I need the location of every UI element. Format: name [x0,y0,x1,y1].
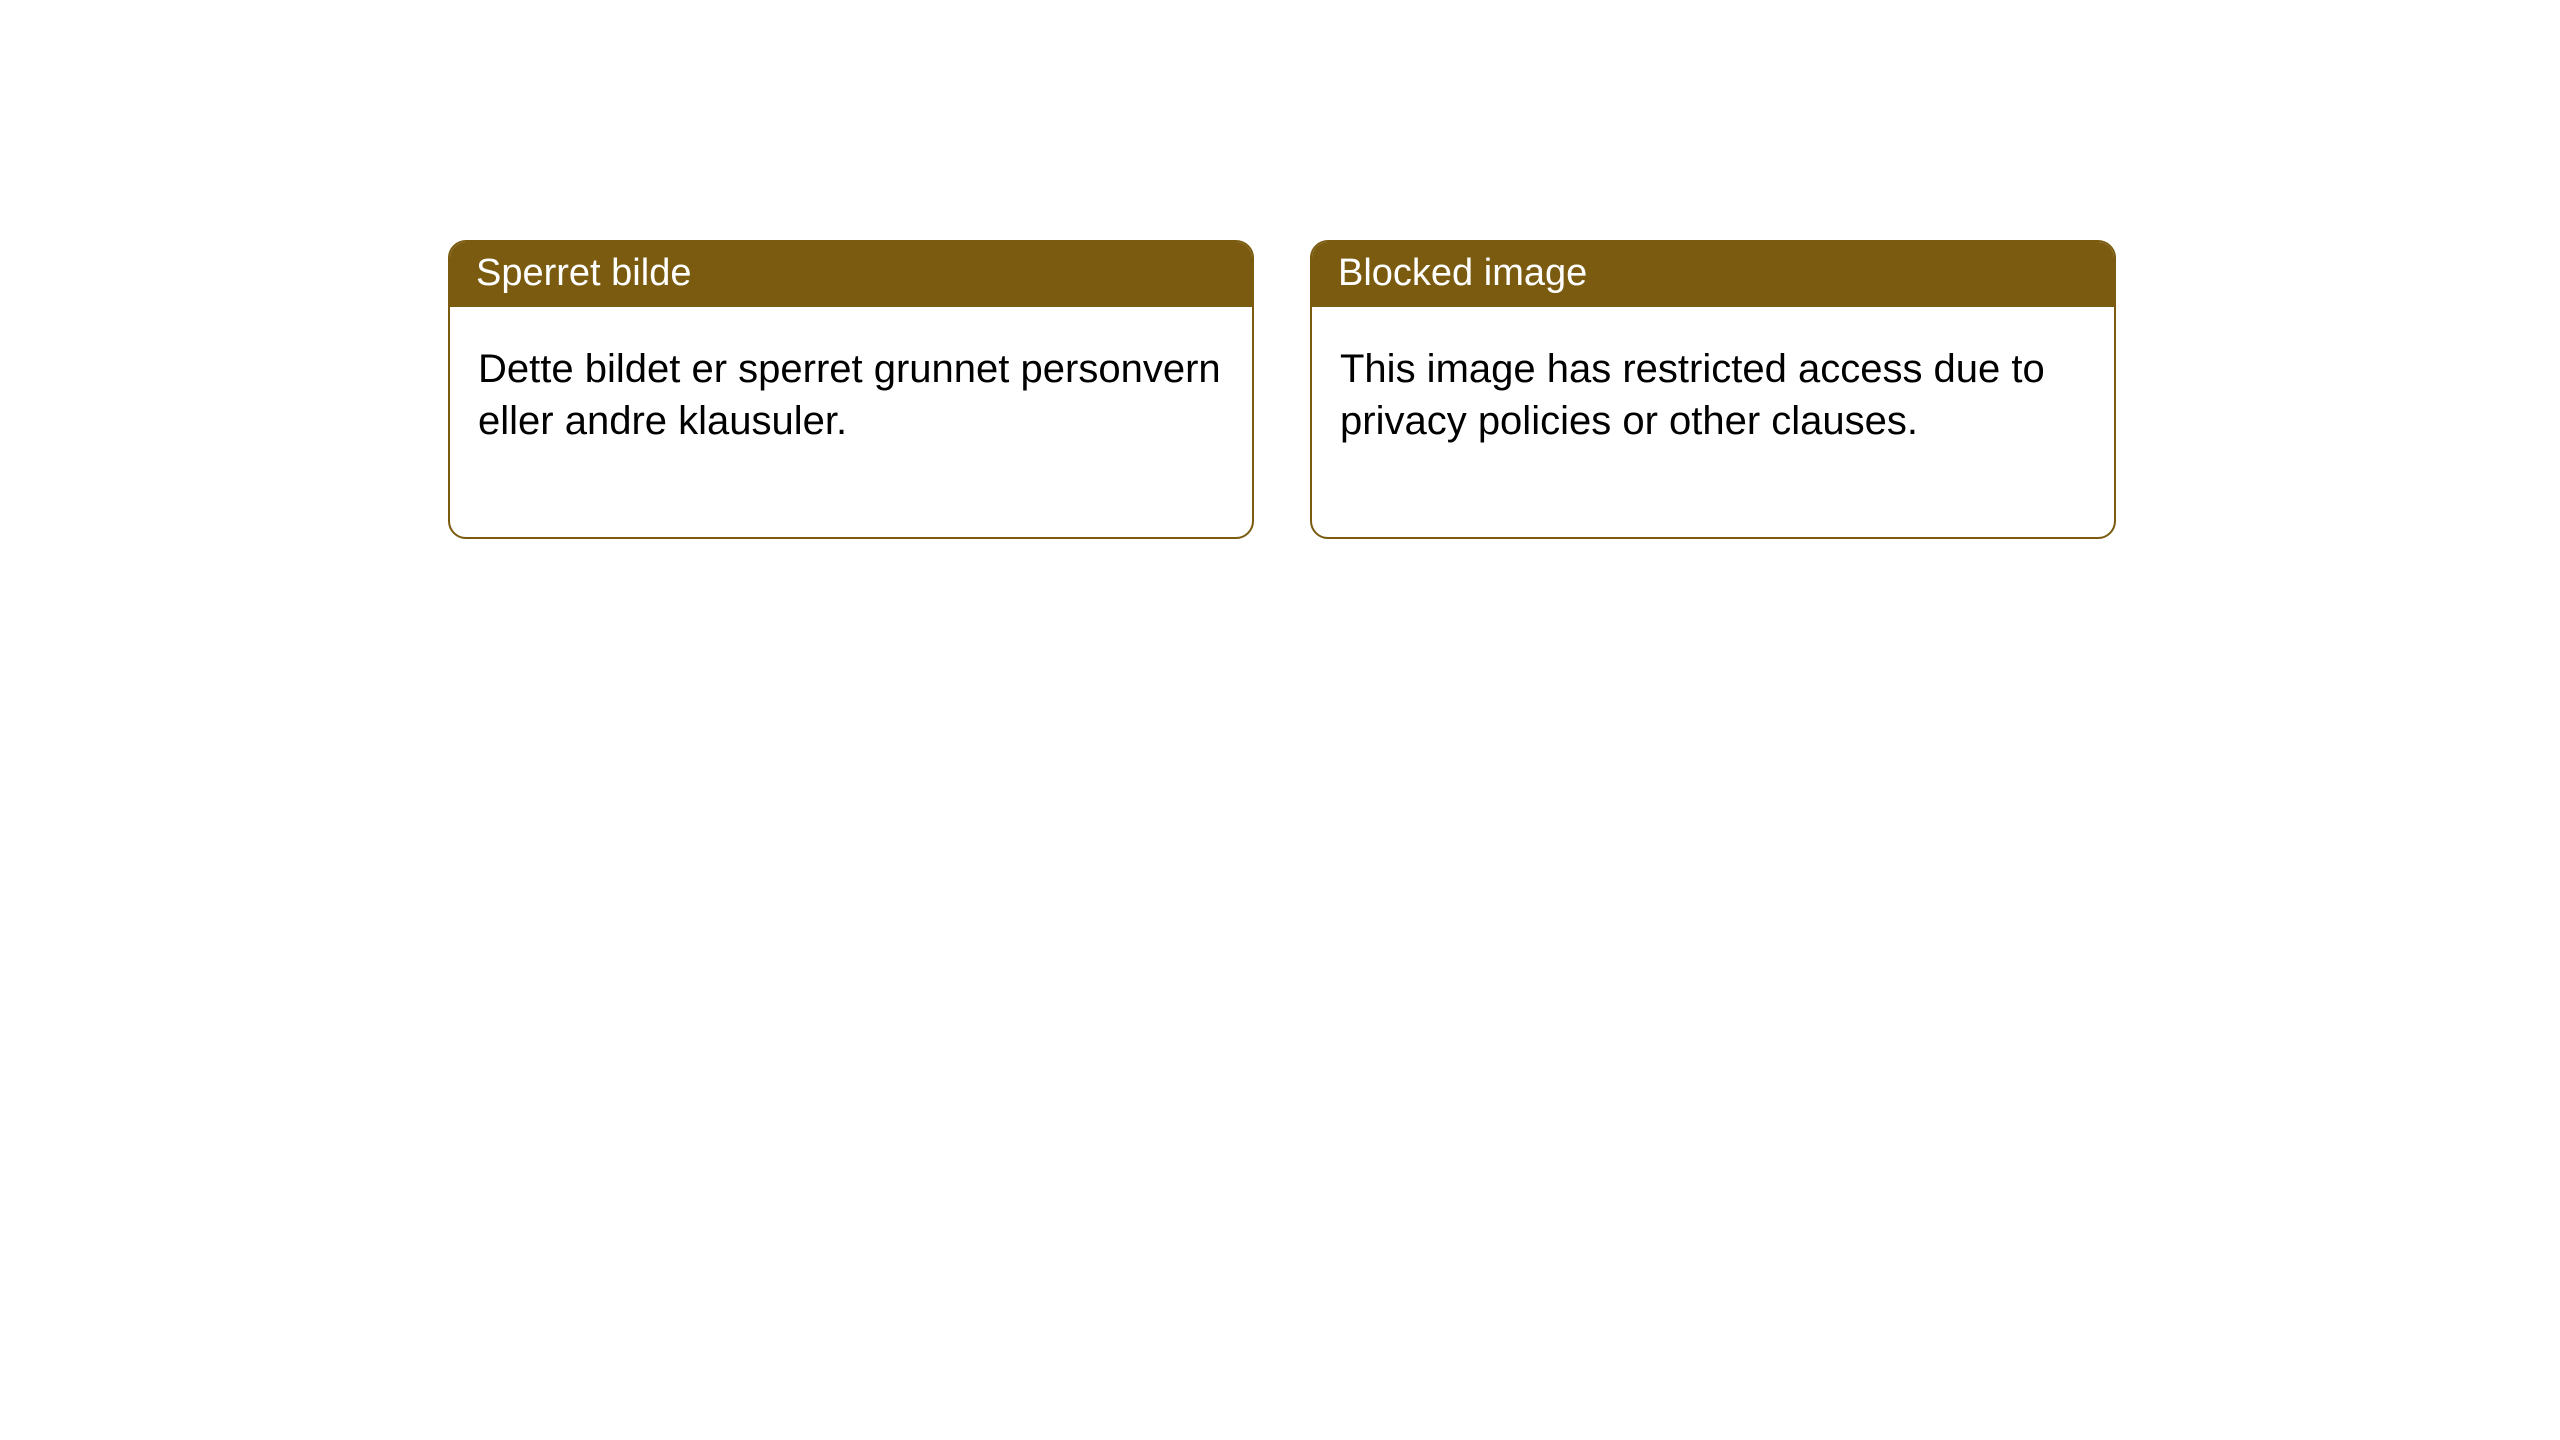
notice-card-english: Blocked image This image has restricted … [1310,240,2116,539]
notice-body: This image has restricted access due to … [1312,307,2114,537]
notice-body: Dette bildet er sperret grunnet personve… [450,307,1252,537]
notice-header: Sperret bilde [450,242,1252,307]
notice-container: Sperret bilde Dette bildet er sperret gr… [0,0,2560,539]
notice-card-norwegian: Sperret bilde Dette bildet er sperret gr… [448,240,1254,539]
notice-header: Blocked image [1312,242,2114,307]
